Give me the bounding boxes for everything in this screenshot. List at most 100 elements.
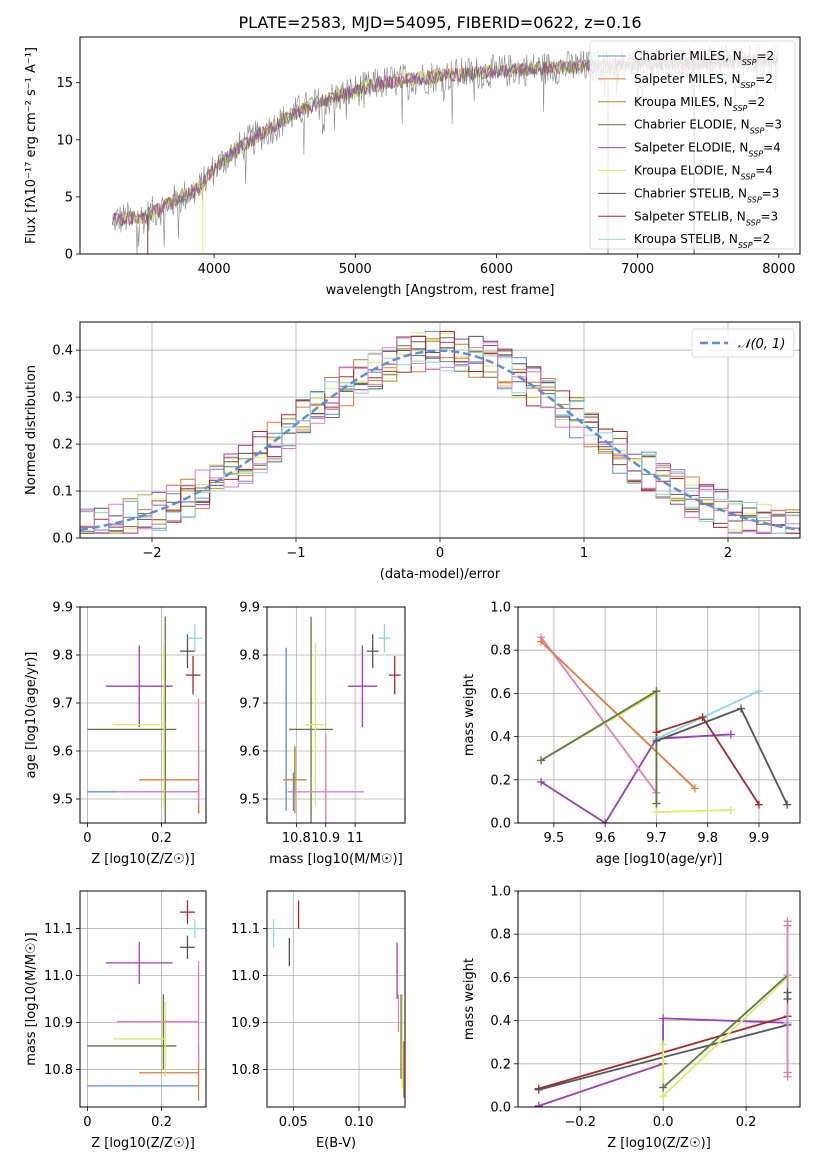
x-tick-label: 9.7 <box>646 831 667 846</box>
axes-frame <box>79 36 801 255</box>
y-tick-label: 0.0 <box>52 532 73 547</box>
x-tick-label: 9.8 <box>697 831 718 846</box>
y-tick-label: 0.4 <box>52 344 73 359</box>
panel-weight_vs_Z: −0.2 0.0 0.2 0.0 0.2 0.4 0.6 0.8 1.0 Z [log10(Z/Z… <box>462 885 801 1151</box>
x-tick-label: 9.5 <box>544 831 565 846</box>
x-tick-label: 0.2 <box>151 1115 172 1130</box>
legend-box <box>691 328 795 358</box>
plot-area <box>80 891 206 1107</box>
panel-residuals: −2 −1 0 1 2 0.0 0.1 0.2 0.3 0.4 (data-model)/error… <box>24 321 801 582</box>
y-tick-label: 0.6 <box>490 687 511 702</box>
y-tick-label: 1.0 <box>490 885 511 900</box>
normal-curve <box>80 349 800 532</box>
x-axis-label: mass [log10(M/M☉)] <box>269 852 402 867</box>
x-tick-label: 8000 <box>762 262 795 277</box>
x-axis-label: E(B-V) <box>316 1136 356 1151</box>
x-tick-label: 5000 <box>339 262 372 277</box>
y-tick-label: 9.9 <box>239 601 260 616</box>
y-tick-label: 5 <box>65 190 73 205</box>
x-tick-label: 9.6 <box>595 831 616 846</box>
x-tick-label: 0 <box>83 1115 91 1130</box>
y-tick-label: 15 <box>56 76 73 91</box>
x-tick-label: 10.9 <box>311 831 340 846</box>
y-tick-label: 11.1 <box>44 922 73 937</box>
residual-legend: 𝒩(0, 1) <box>691 328 795 358</box>
legend-label: Kroupa MILES, NSSP=2 <box>634 95 765 113</box>
legend-label: Chabrier STELIB, NSSP=3 <box>634 186 779 204</box>
legend-label: Kroupa ELODIE, NSSP=4 <box>634 164 773 182</box>
weight-series-line <box>540 636 658 794</box>
x-tick-label: 11 <box>347 831 364 846</box>
x-axis-label: age [log10(age/yr)] <box>596 852 723 867</box>
axes-frame <box>79 606 207 824</box>
y-tick-label: 0.6 <box>490 971 511 986</box>
axes-frame <box>266 890 406 1108</box>
axes-frame <box>79 890 207 1108</box>
x-tick-label: 6000 <box>480 262 513 277</box>
x-tick-label: 0 <box>436 546 444 561</box>
y-tick-label: 9.5 <box>52 793 73 808</box>
figure-title: PLATE=2583, MJD=54095, FIBERID=0622, z=0… <box>238 13 641 32</box>
x-tick-label: −0.2 <box>564 1115 596 1130</box>
y-tick-label: 0 <box>65 248 73 263</box>
weight-series-line <box>662 976 789 1099</box>
y-tick-label: 0.1 <box>52 485 73 500</box>
y-tick-label: 9.6 <box>239 745 260 760</box>
legend-label: Salpeter STELIB, NSSP=3 <box>634 209 778 227</box>
panel-mass_vs_Z: 0 0.2 10.8 10.9 11.0 11.1 Z [log10(Z/Z☉)] mass … <box>24 890 207 1151</box>
y-tick-label: 0.2 <box>52 438 73 453</box>
x-tick-label: 1 <box>580 546 588 561</box>
y-axis-label: Normed distribution <box>24 365 39 495</box>
histogram-step <box>80 336 800 534</box>
plot-area <box>267 607 405 823</box>
weight-series-line <box>540 733 731 823</box>
panel-weight_vs_age: 9.5 9.6 9.7 9.8 9.9 0.0 0.2 0.4 0.6 0.8 1.0 age [lo… <box>462 601 801 867</box>
plot-area <box>518 607 800 823</box>
y-tick-label: 9.7 <box>52 697 73 712</box>
x-axis-label: Z [log10(Z/Z☉)] <box>91 852 195 867</box>
y-tick-label: 10 <box>56 133 73 148</box>
weight-series-line <box>656 690 760 740</box>
y-tick-label: 10.9 <box>231 1016 260 1031</box>
panel-spectrum: 4000 5000 6000 7000 8000 0 5 10 15 wavelength [An… <box>24 36 801 298</box>
y-tick-label: 11.1 <box>231 922 260 937</box>
y-tick-label: 9.5 <box>239 793 260 808</box>
y-tick-label: 0.4 <box>490 730 511 745</box>
x-tick-label: 0.2 <box>736 1115 757 1130</box>
x-tick-label: 0.05 <box>279 1115 308 1130</box>
y-axis-label: age [log10(age/yr)] <box>24 652 39 779</box>
y-axis-label: mass [log10(M/M☉)] <box>24 932 39 1065</box>
legend-label: Salpeter ELODIE, NSSP=4 <box>634 141 781 159</box>
y-axis-label: Flux [fλ10⁻¹⁷ erg cm⁻² s⁻¹ A⁻¹] <box>24 47 39 244</box>
y-tick-label: 9.6 <box>52 745 73 760</box>
y-tick-label: 9.9 <box>52 601 73 616</box>
x-tick-label: 0.10 <box>345 1115 374 1130</box>
weight-series-line <box>656 707 789 805</box>
x-tick-label: 9.9 <box>749 831 770 846</box>
axes-frame <box>266 606 406 824</box>
axes-frame <box>517 606 801 824</box>
y-tick-label: 10.8 <box>231 1063 260 1078</box>
y-tick-label: 10.9 <box>44 1016 73 1031</box>
weight-series-line <box>540 691 731 814</box>
x-tick-label: −1 <box>286 546 305 561</box>
histogram-step <box>80 335 800 534</box>
y-tick-label: 0.2 <box>490 773 511 788</box>
y-tick-label: 0.0 <box>490 817 511 832</box>
y-tick-label: 0.3 <box>52 391 73 406</box>
y-tick-label: 0.0 <box>490 1101 511 1116</box>
y-tick-label: 9.8 <box>239 649 260 664</box>
x-axis-label: Z [log10(Z/Z☉)] <box>607 1136 711 1151</box>
y-axis-label: mass weight <box>462 674 477 756</box>
panel-age_vs_mass: 10.8 10.9 11 9.5 9.6 9.7 9.8 9.9 mass [log10(M/M… <box>239 601 406 867</box>
legend-label: 𝒩(0, 1) <box>738 337 785 352</box>
legend-label: Kroupa STELIB, NSSP=2 <box>634 232 770 250</box>
legend-box <box>589 40 796 250</box>
y-tick-label: 9.7 <box>239 697 260 712</box>
legend-label: Chabrier MILES, NSSP=2 <box>634 49 774 67</box>
y-tick-label: 11.0 <box>44 969 73 984</box>
weight-series-line <box>540 690 657 762</box>
axes-frame <box>79 321 801 539</box>
x-tick-label: 10.8 <box>282 831 311 846</box>
